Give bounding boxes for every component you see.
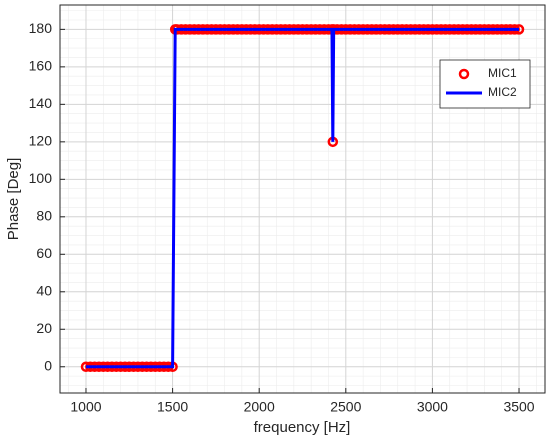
x-tick-label: 2500 <box>330 399 361 415</box>
y-tick-label: 80 <box>36 208 52 224</box>
y-tick-label: 60 <box>36 245 52 261</box>
legend-box <box>439 59 531 109</box>
x-tick-label: 1500 <box>157 399 188 415</box>
legend-label: MIC2 <box>488 85 517 99</box>
legend-label: MIC1 <box>488 66 517 80</box>
y-tick-label: 40 <box>36 282 52 298</box>
x-tick-label: 3000 <box>417 399 448 415</box>
legend-marker <box>458 68 470 80</box>
y-tick-label: 140 <box>29 95 53 111</box>
x-tick-label: 3500 <box>503 399 534 415</box>
y-tick-label: 120 <box>29 133 53 149</box>
x-tick-label: 2000 <box>244 399 275 415</box>
y-tick-label: 100 <box>29 170 53 186</box>
x-tick-label: 1000 <box>70 399 101 415</box>
axes-box <box>59 4 546 394</box>
x-axis-label: frequency [Hz] <box>254 419 351 436</box>
y-tick-label: 180 <box>29 20 53 36</box>
y-tick-label: 0 <box>44 357 52 373</box>
data-line <box>85 27 520 369</box>
y-tick-label: 160 <box>29 58 53 74</box>
y-axis-label: Phase [Deg] <box>5 158 22 241</box>
y-tick-label: 20 <box>36 320 52 336</box>
